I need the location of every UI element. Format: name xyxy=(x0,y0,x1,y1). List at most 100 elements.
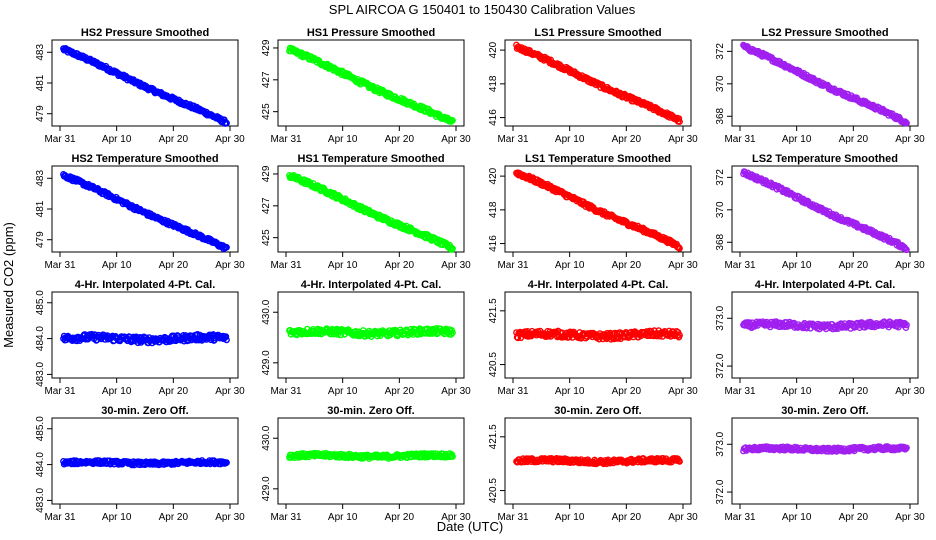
data-series xyxy=(513,169,683,252)
x-tick-label: Mar 31 xyxy=(497,512,529,523)
chart-panel: 4-Hr. Interpolated 4-Pt. Cal. 483.0 484.0 4… xyxy=(35,279,245,397)
y-tick-label: 418 xyxy=(488,75,499,92)
plot-frame xyxy=(504,165,692,253)
data-series xyxy=(513,41,683,125)
x-tick-label: Apr 10 xyxy=(102,512,132,523)
chart-panel: 4-Hr. Interpolated 4-Pt. Cal. 372.0 373.0 M… xyxy=(715,279,925,397)
data-series xyxy=(286,44,456,125)
chart-panel: LS1 Temperature Smoothed 416 418 420 Mar 31 A… xyxy=(488,153,698,271)
x-tick-label: Apr 20 xyxy=(612,260,642,271)
x-tick-label: Apr 30 xyxy=(895,134,925,145)
y-tick-label: 373.0 xyxy=(715,431,726,456)
data-series xyxy=(60,330,230,347)
data-series xyxy=(513,327,683,343)
data-point xyxy=(223,459,230,466)
y-tick-label: 418 xyxy=(488,201,499,218)
y-tick-label: 483.0 xyxy=(35,361,46,386)
panel-title: HS2 Pressure Smoothed xyxy=(81,27,209,39)
data-point xyxy=(223,119,230,127)
x-tick-label: Apr 10 xyxy=(102,260,132,271)
y-tick-label: 420 xyxy=(488,167,499,184)
data-series xyxy=(740,168,910,254)
x-tick-label: Mar 31 xyxy=(270,386,302,397)
data-point xyxy=(901,320,909,328)
plot-frame xyxy=(504,291,692,379)
data-point xyxy=(223,336,230,344)
data-point xyxy=(903,444,910,452)
x-tick-label: Apr 10 xyxy=(555,512,585,523)
x-tick-label: Apr 20 xyxy=(612,134,642,145)
data-point xyxy=(449,329,456,337)
x-tick-label: Mar 31 xyxy=(497,260,529,271)
y-tick-label: 484.0 xyxy=(35,326,46,351)
data-series xyxy=(286,449,456,463)
data-point xyxy=(449,117,456,124)
y-tick-label: 430.0 xyxy=(261,299,272,324)
data-series xyxy=(513,454,683,468)
y-tick-label: 421.5 xyxy=(488,424,499,449)
chart-panel: HS2 Temperature Smoothed 479 481 483 Mar 31 A… xyxy=(35,153,245,271)
panel-title: 4-Hr. Interpolated 4-Pt. Cal. xyxy=(755,279,896,291)
y-tick-label: 416 xyxy=(488,235,499,252)
x-tick-label: Mar 31 xyxy=(497,386,529,397)
x-tick-label: Mar 31 xyxy=(724,260,756,271)
x-tick-label: Apr 30 xyxy=(441,386,471,397)
data-point xyxy=(449,453,456,460)
panel-title: 4-Hr. Interpolated 4-Pt. Cal. xyxy=(301,279,442,291)
data-point xyxy=(676,245,683,252)
chart-panel: 4-Hr. Interpolated 4-Pt. Cal. 420.5 421.5 M… xyxy=(488,279,698,397)
chart-panel: 30-min. Zero Off. 420.5 421.5 Mar 31 Apr 10 A… xyxy=(488,405,698,523)
chart-panel: 30-min. Zero Off. 483.0 484.0 485.0 Mar 31 Ap… xyxy=(35,405,245,523)
x-tick-label: Apr 30 xyxy=(441,260,471,271)
plot-frame xyxy=(731,291,919,379)
y-tick-label: 425 xyxy=(261,229,272,246)
plot-frame xyxy=(731,165,919,253)
x-tick-label: Apr 30 xyxy=(668,512,698,523)
y-tick-label: 484.0 xyxy=(35,452,46,477)
x-tick-label: Apr 10 xyxy=(782,260,812,271)
data-point xyxy=(676,331,683,339)
x-tick-label: Apr 30 xyxy=(215,134,245,145)
data-series xyxy=(740,41,910,127)
x-tick-label: Apr 30 xyxy=(215,386,245,397)
y-tick-label: 479 xyxy=(35,231,46,248)
panel-title: HS2 Temperature Smoothed xyxy=(71,153,218,165)
y-tick-label: 479 xyxy=(35,105,46,122)
x-tick-label: Apr 10 xyxy=(102,386,132,397)
data-series xyxy=(286,171,456,253)
y-tick-label: 420.5 xyxy=(488,352,499,377)
x-tick-label: Apr 10 xyxy=(328,134,358,145)
panel-title: LS1 Temperature Smoothed xyxy=(525,153,671,165)
x-tick-label: Apr 30 xyxy=(668,134,698,145)
x-tick-label: Mar 31 xyxy=(724,134,756,145)
x-tick-label: Apr 20 xyxy=(839,386,869,397)
data-point xyxy=(903,321,910,329)
y-tick-label: 429 xyxy=(261,39,272,56)
y-tick-label: 483 xyxy=(35,44,46,61)
y-tick-label: 481 xyxy=(35,200,46,217)
x-tick-label: Apr 30 xyxy=(668,260,698,271)
chart-panel: LS2 Temperature Smoothed 368 370 372 Mar 31 A… xyxy=(715,153,925,271)
y-tick-label: 485.0 xyxy=(35,416,46,441)
x-tick-label: Mar 31 xyxy=(497,134,529,145)
y-tick-label: 427 xyxy=(261,197,272,214)
y-tick-label: 420 xyxy=(488,41,499,58)
x-tick-label: Apr 20 xyxy=(839,134,869,145)
x-tick-label: Mar 31 xyxy=(270,512,302,523)
x-tick-label: Apr 10 xyxy=(102,134,132,145)
data-series xyxy=(740,318,910,333)
data-series xyxy=(740,443,910,455)
x-tick-label: Mar 31 xyxy=(724,512,756,523)
y-tick-label: 429.0 xyxy=(261,350,272,375)
chart-panel: 30-min. Zero Off. 429.0 430.0 Mar 31 Apr 10 A… xyxy=(261,405,471,523)
x-tick-label: Mar 31 xyxy=(270,134,302,145)
y-tick-label: 483 xyxy=(35,170,46,187)
x-tick-label: Apr 10 xyxy=(555,386,585,397)
x-tick-label: Apr 20 xyxy=(159,512,189,523)
panel-title: HS1 Temperature Smoothed xyxy=(297,153,444,165)
y-tick-label: 421.5 xyxy=(488,298,499,323)
x-tick-label: Apr 20 xyxy=(839,512,869,523)
y-tick-label: 425 xyxy=(261,103,272,120)
data-point xyxy=(449,245,456,252)
